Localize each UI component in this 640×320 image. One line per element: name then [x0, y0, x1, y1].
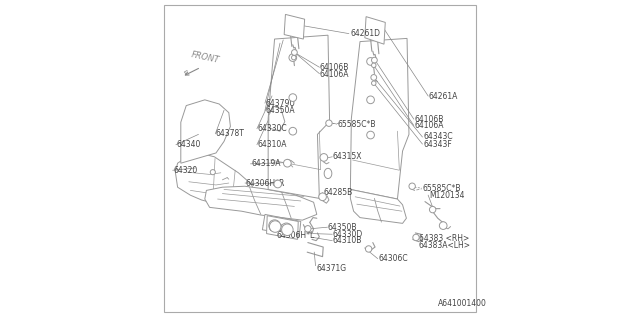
- Circle shape: [371, 81, 376, 85]
- Circle shape: [210, 170, 215, 175]
- Text: 64371G: 64371G: [316, 264, 346, 273]
- Text: 64106A: 64106A: [320, 70, 349, 79]
- Text: 64378T: 64378T: [216, 129, 245, 138]
- Circle shape: [371, 75, 376, 80]
- Circle shape: [367, 131, 374, 139]
- Text: A641001400: A641001400: [438, 299, 487, 308]
- FancyBboxPatch shape: [164, 5, 476, 312]
- Circle shape: [440, 222, 447, 229]
- Circle shape: [282, 224, 293, 236]
- Polygon shape: [262, 214, 301, 236]
- Circle shape: [289, 94, 296, 101]
- Polygon shape: [205, 186, 317, 220]
- Text: 64306C: 64306C: [378, 254, 408, 263]
- Circle shape: [289, 54, 296, 61]
- Text: 64261A: 64261A: [429, 92, 458, 100]
- Text: 64306H*L: 64306H*L: [277, 231, 315, 240]
- Text: 65585C*B: 65585C*B: [338, 120, 376, 129]
- Text: 64315X: 64315X: [333, 152, 362, 161]
- Circle shape: [284, 159, 291, 167]
- Circle shape: [326, 120, 332, 126]
- Circle shape: [367, 96, 374, 104]
- Text: 64106A: 64106A: [415, 121, 444, 130]
- Polygon shape: [269, 106, 285, 131]
- Text: 64350B: 64350B: [328, 223, 358, 232]
- Circle shape: [365, 246, 372, 252]
- Circle shape: [413, 234, 419, 241]
- Text: 64383A<LH>: 64383A<LH>: [419, 241, 470, 250]
- Circle shape: [269, 221, 281, 232]
- Circle shape: [367, 58, 374, 65]
- Polygon shape: [351, 38, 409, 199]
- Circle shape: [274, 180, 282, 188]
- Circle shape: [429, 206, 436, 213]
- Text: 65585C*B: 65585C*B: [422, 184, 461, 193]
- Circle shape: [320, 154, 328, 161]
- Text: 64343C: 64343C: [423, 132, 452, 141]
- Circle shape: [409, 183, 415, 189]
- Text: FRONT: FRONT: [191, 50, 220, 65]
- Text: 64310A: 64310A: [258, 140, 287, 149]
- Text: 64310B: 64310B: [333, 236, 362, 245]
- Polygon shape: [268, 35, 330, 198]
- Text: 64106B: 64106B: [320, 63, 349, 72]
- Text: 64383 <RH>: 64383 <RH>: [419, 234, 469, 243]
- Text: 64379U: 64379U: [266, 99, 296, 108]
- Polygon shape: [365, 17, 385, 44]
- Text: 64261D: 64261D: [351, 29, 380, 38]
- Circle shape: [292, 50, 297, 55]
- Text: 64380: 64380: [269, 224, 293, 233]
- Text: 64106B: 64106B: [415, 115, 444, 124]
- Polygon shape: [351, 189, 406, 223]
- Circle shape: [319, 193, 326, 201]
- Text: 64319A: 64319A: [251, 159, 281, 168]
- Text: 64350A: 64350A: [266, 106, 295, 115]
- Text: 64340: 64340: [177, 140, 201, 149]
- Text: 64330C: 64330C: [258, 124, 287, 133]
- Polygon shape: [181, 100, 230, 163]
- Text: 64320: 64320: [173, 166, 198, 175]
- Text: 64343F: 64343F: [423, 140, 452, 148]
- Polygon shape: [324, 168, 332, 179]
- Text: 64285B: 64285B: [323, 188, 353, 197]
- Circle shape: [280, 223, 292, 235]
- Circle shape: [269, 220, 280, 231]
- Text: 64306H*R: 64306H*R: [246, 179, 285, 188]
- Text: M120134: M120134: [429, 191, 464, 200]
- Circle shape: [305, 226, 311, 232]
- Polygon shape: [284, 14, 305, 39]
- Polygon shape: [267, 216, 298, 239]
- Circle shape: [289, 127, 296, 135]
- Circle shape: [371, 63, 376, 68]
- Polygon shape: [175, 154, 256, 204]
- Text: 64330D: 64330D: [333, 230, 363, 239]
- Circle shape: [371, 57, 378, 63]
- Circle shape: [292, 55, 296, 60]
